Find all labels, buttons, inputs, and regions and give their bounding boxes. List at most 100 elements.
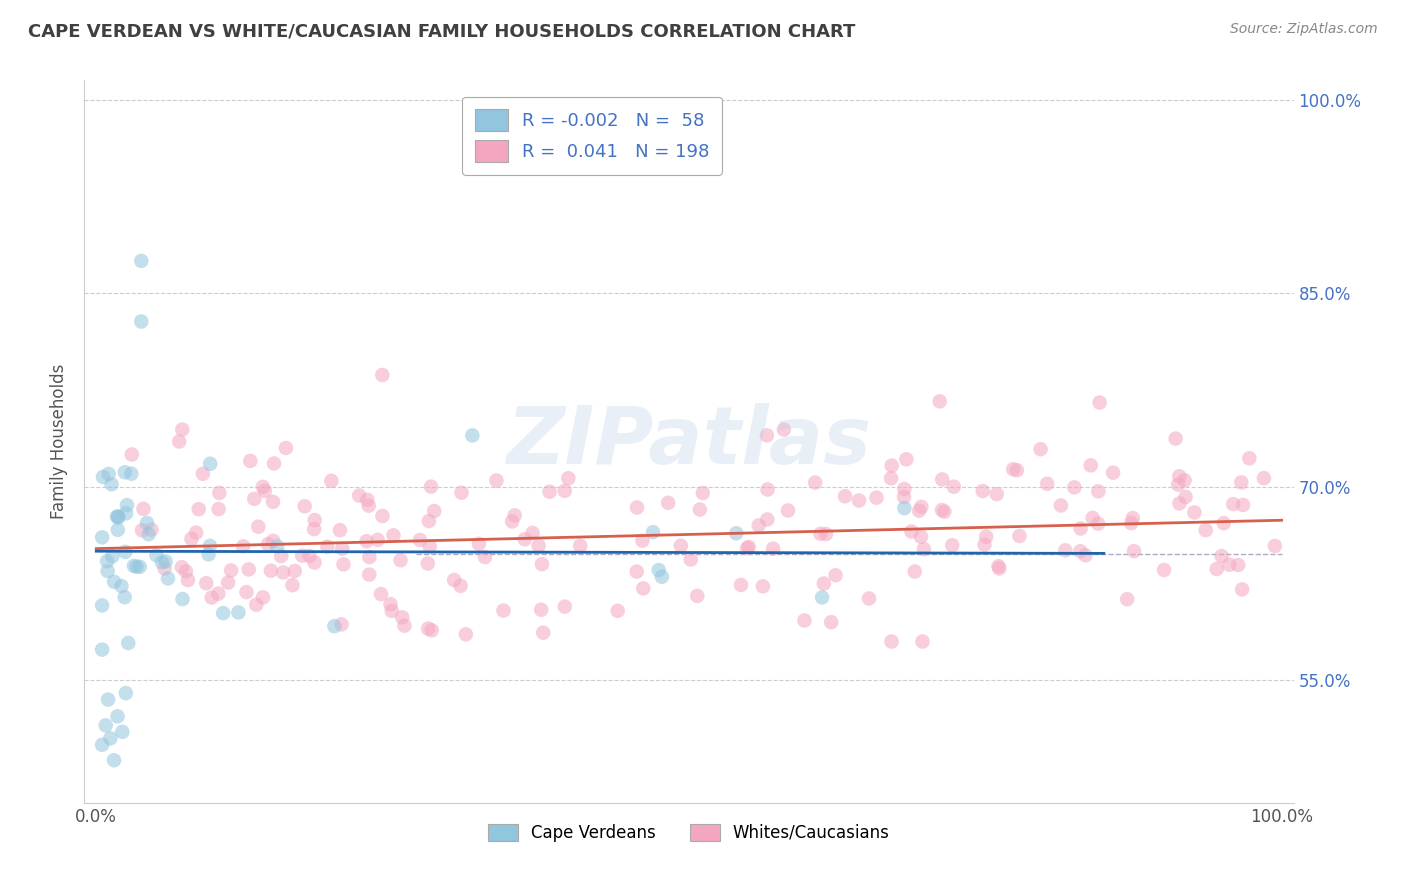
Point [367,533,389,547]
Point [820,615,842,630]
Point [97,564,120,578]
Point [648,563,671,577]
Point [191,467,214,481]
Point [1211,549,1233,563]
Point [814,527,837,541]
Point [756,512,779,526]
Point [1074,549,1097,563]
Point [910,530,932,544]
Point [174,565,197,579]
Point [538,484,561,499]
Point [776,503,799,517]
Point [626,565,648,579]
Point [468,537,491,551]
Point [356,492,378,507]
Point [793,614,815,628]
Point [1153,563,1175,577]
Point [1063,480,1085,494]
Point [138,527,160,541]
Point [107,509,129,524]
Point [270,549,292,563]
Point [824,568,846,582]
Point [1230,475,1253,490]
Point [316,540,339,554]
Point [1070,522,1092,536]
Point [641,525,664,540]
Point [858,591,880,606]
Point [1227,558,1250,572]
Point [198,457,221,471]
Point [238,562,260,576]
Point [811,591,834,605]
Point [1081,511,1104,525]
Point [501,515,523,529]
Point [420,624,443,638]
Point [1212,516,1234,530]
Point [492,603,515,617]
Point [880,458,903,473]
Point [114,591,136,605]
Point [1218,558,1240,572]
Point [381,604,404,618]
Point [987,559,1010,574]
Point [1123,544,1146,558]
Point [91,738,114,752]
Point [187,502,209,516]
Point [1253,471,1275,485]
Point [908,504,931,518]
Point [111,724,134,739]
Point [531,625,554,640]
Point [107,709,129,723]
Point [274,441,297,455]
Point [631,533,654,548]
Point [155,554,177,568]
Point [103,574,125,589]
Point [97,692,120,706]
Point [423,504,446,518]
Point [1029,442,1052,457]
Point [631,582,654,596]
Point [114,466,136,480]
Point [131,524,153,538]
Point [371,508,394,523]
Point [910,500,932,514]
Point [1002,462,1025,476]
Point [235,585,257,599]
Point [1164,432,1187,446]
Point [1050,499,1073,513]
Point [291,549,314,563]
Point [865,491,887,505]
Point [129,314,152,328]
Point [294,500,316,514]
Point [972,483,994,498]
Point [554,599,576,614]
Point [904,565,927,579]
Point [247,519,270,533]
Point [450,485,472,500]
Point [735,541,758,556]
Point [153,561,176,575]
Point [125,559,148,574]
Point [1174,490,1197,504]
Point [974,530,997,544]
Point [302,522,325,536]
Point [100,477,122,491]
Point [110,579,132,593]
Point [692,486,714,500]
Point [973,538,995,552]
Point [804,475,827,490]
Point [911,634,934,648]
Point [121,447,143,461]
Point [330,541,353,556]
Point [172,423,194,437]
Point [198,539,221,553]
Point [380,597,402,611]
Point [657,496,679,510]
Point [208,486,231,500]
Point [880,471,903,485]
Point [748,518,770,533]
Point [243,491,266,506]
Point [418,514,440,528]
Point [1195,523,1218,537]
Point [1036,476,1059,491]
